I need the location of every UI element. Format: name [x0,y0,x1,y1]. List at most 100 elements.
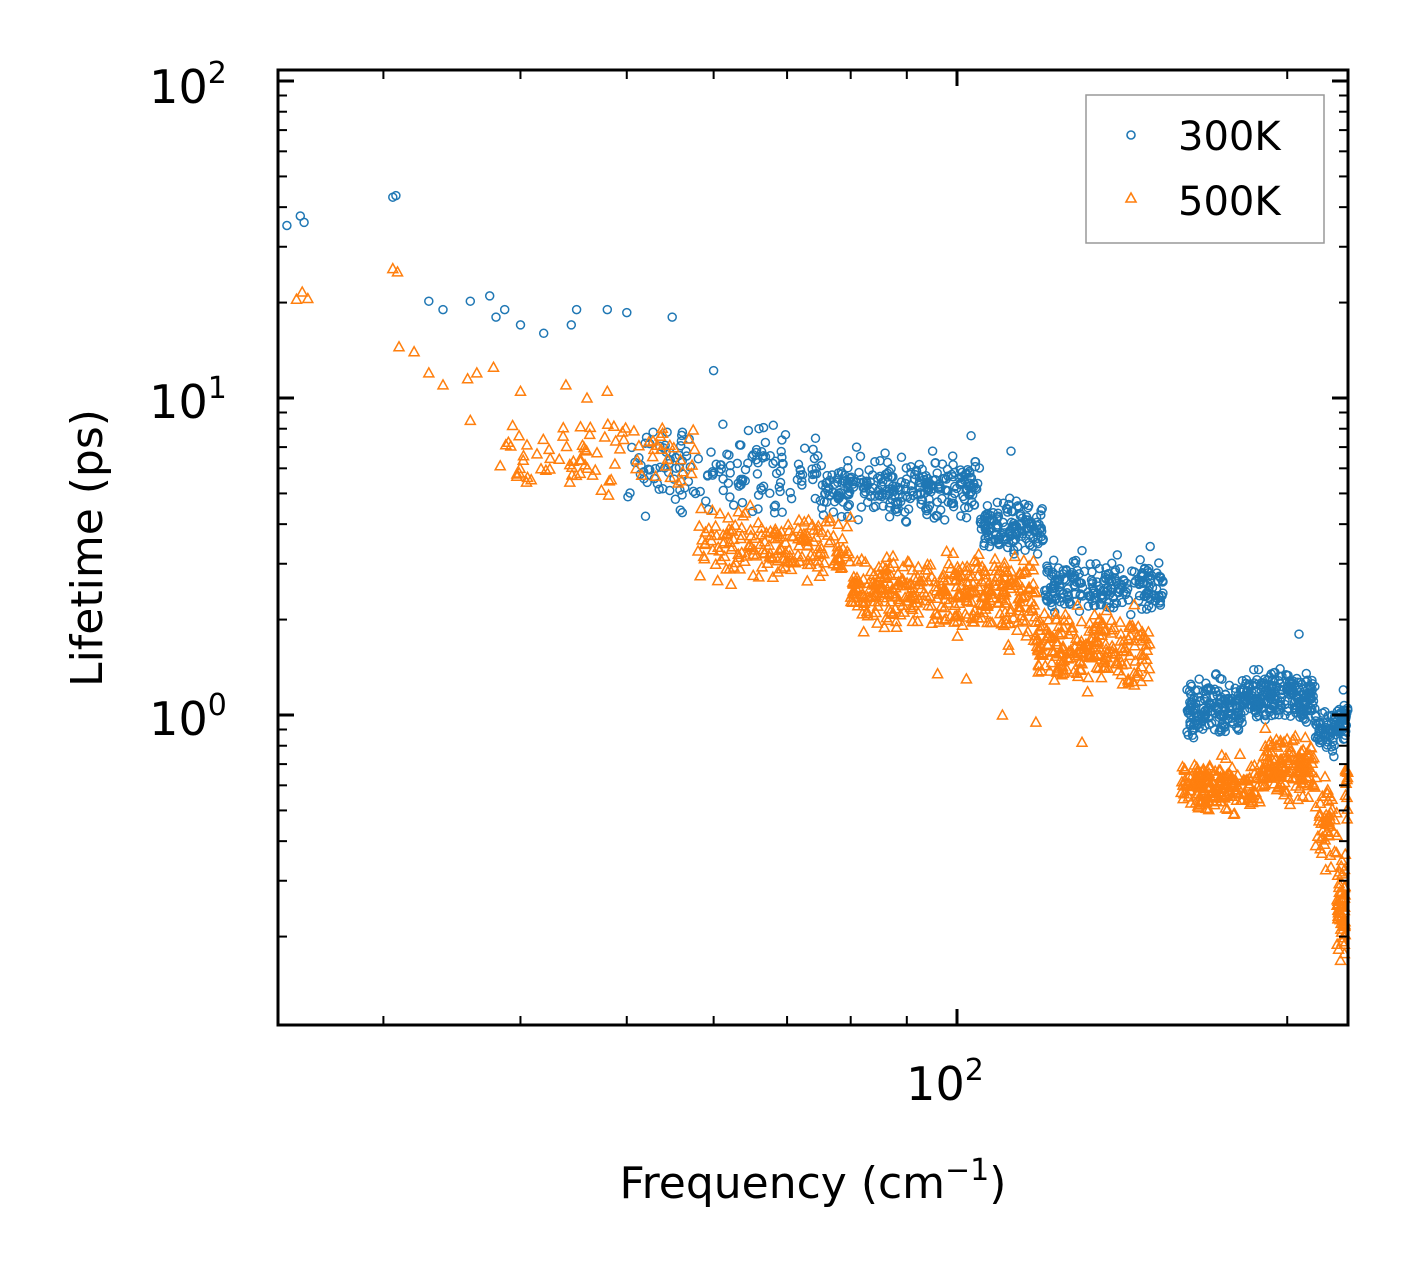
data-point-500k [1064,646,1078,658]
data-point-500k [970,555,983,567]
data-point-300k [946,469,957,480]
data-point-500k [938,601,951,613]
data-point-500k [891,578,904,590]
data-point-500k [589,463,602,475]
data-point-500k [1020,629,1033,641]
data-point-300k [758,422,769,433]
data-point-500k [1139,632,1153,644]
data-point-500k [386,262,400,274]
data-point-500k [627,424,641,436]
data-point-500k [910,596,924,608]
data-point-500k [755,560,769,572]
data-point-500k [392,340,406,352]
data-point-500k [1337,918,1350,931]
data-point-500k [1215,748,1229,760]
data-point-500k [1314,796,1327,809]
data-point-300k [758,481,769,492]
data-point-500k [1091,647,1104,659]
data-point-300k [1220,726,1231,737]
data-point-500k [887,556,900,569]
data-point-500k [734,531,748,544]
data-point-500k [1065,624,1079,636]
data-point-500k [1296,771,1310,784]
data-point-500k [590,446,604,458]
data-point-300k [737,497,748,508]
data-point-300k [1134,579,1144,590]
data-point-300k [676,430,687,441]
data-point-500k [877,591,890,603]
data-point-500k [968,603,981,616]
legend-label-300k: 300K [1178,114,1282,160]
data-point-500k [1299,730,1312,743]
data-point-300k [1004,526,1014,537]
data-point-500k [1331,894,1345,907]
data-point-300k [876,480,886,490]
data-point-500k [997,583,1010,595]
data-point-500k [923,589,937,602]
data-point-500k [1088,608,1101,620]
data-point-500k [661,452,674,465]
data-point-500k [908,589,921,601]
data-point-500k [1115,641,1128,654]
data-point-500k [1325,802,1339,814]
data-point-500k [937,567,950,580]
data-point-300k [939,515,950,525]
data-point-500k [892,592,906,605]
data-point-500k [1318,837,1331,849]
data-point-300k [718,474,728,484]
data-point-500k [1129,654,1142,666]
data-point-300k [1184,686,1195,696]
data-point-300k [930,458,940,468]
data-point-500k [1321,824,1334,836]
data-point-500k [1258,778,1271,791]
data-point-500k [860,606,874,619]
data-point-500k [725,523,738,535]
data-point-500k [771,554,784,566]
data-point-500k [1095,628,1109,640]
data-point-500k [951,629,964,641]
data-point-300k [875,456,885,466]
data-point-500k [1023,582,1036,595]
data-point-500k [601,384,614,397]
data-point-500k [819,515,833,527]
data-point-500k [764,524,777,536]
data-point-300k [706,447,716,457]
data-point-500k [782,555,796,567]
data-point-300k [994,532,1005,542]
data-point-300k [923,482,934,493]
data-point-300k [1117,597,1128,608]
data-point-500k [1013,600,1027,612]
data-point-300k [1013,501,1023,511]
data-point-300k [851,442,862,452]
data-point-300k [677,507,688,518]
data-point-300k [792,474,803,485]
data-point-500k [1330,937,1344,949]
data-point-500k [1068,640,1082,652]
data-point-500k [1018,589,1031,601]
data-point-300k [932,511,943,521]
data-point-500k [1293,781,1306,794]
data-point-300k [654,484,664,495]
data-point-500k [702,521,716,534]
data-point-500k [1022,604,1036,616]
data-point-500k [1026,586,1040,598]
data-point-500k [997,618,1011,631]
data-point-500k [604,473,618,485]
data-point-500k [1075,735,1089,748]
data-point-500k [755,521,768,533]
data-point-300k [1154,571,1165,581]
data-point-500k [714,553,728,565]
data-point-300k [1068,556,1079,567]
data-point-300k [817,503,827,513]
data-point-500k [870,577,883,589]
data-point-500k [1259,721,1272,733]
data-point-500k [464,413,477,426]
data-point-500k [1313,809,1326,821]
data-point-300k [795,465,805,475]
data-point-500k [857,625,870,637]
data-point-500k [952,587,966,599]
data-point-500k [1135,674,1148,687]
data-point-500k [1264,745,1278,757]
data-point-500k [919,588,933,600]
